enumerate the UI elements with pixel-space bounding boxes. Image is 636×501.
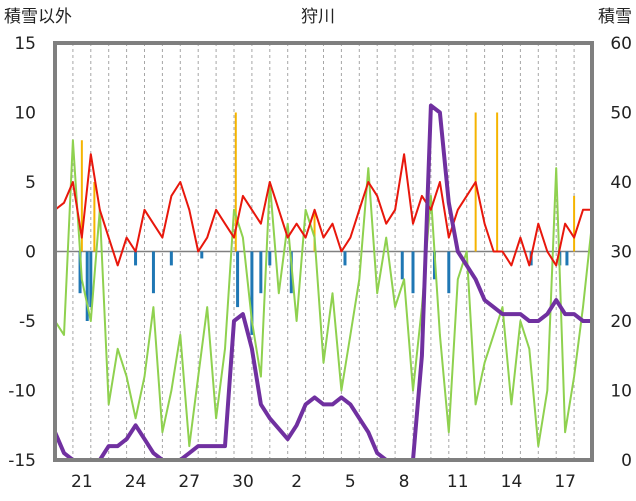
negative-bar — [200, 251, 204, 259]
left-axis-label: 積雪以外 — [4, 7, 72, 27]
negative-bar — [447, 251, 451, 294]
x-tick-label: 11 — [447, 472, 469, 492]
x-tick-label: 17 — [554, 472, 576, 492]
x-tick-label: 30 — [232, 472, 254, 492]
right-axis-label: 積雪 — [598, 7, 632, 27]
series-line-red — [54, 153, 592, 267]
negative-bar — [250, 251, 254, 335]
x-tick-label: 21 — [71, 472, 93, 492]
negative-bar — [565, 251, 569, 266]
left-tick-label: -15 — [8, 451, 36, 471]
x-tick-label: 8 — [399, 472, 410, 492]
series-line-purple — [53, 103, 592, 462]
negative-bar — [151, 251, 155, 294]
chart-title: 狩川 — [301, 7, 335, 27]
x-tick-label: 27 — [178, 472, 200, 492]
x-tick-label: 14 — [501, 472, 523, 492]
right-tick-label: 10 — [610, 382, 632, 402]
left-tick-label: -5 — [19, 312, 36, 332]
series-line-green — [54, 139, 593, 448]
left-tick-label: 5 — [25, 173, 36, 193]
negative-bar — [411, 251, 415, 294]
x-tick-label: 2 — [291, 472, 302, 492]
right-tick-label: 0 — [621, 451, 632, 471]
negative-bar — [89, 251, 93, 308]
negative-bar — [343, 251, 347, 266]
left-tick-label: 10 — [14, 104, 36, 124]
left-tick-label: -10 — [8, 382, 36, 402]
right-tick-label: 30 — [610, 243, 632, 263]
negative-bar — [169, 251, 173, 266]
line-layer — [53, 103, 593, 462]
right-tick-label: 40 — [610, 173, 632, 193]
negative-bar — [400, 251, 404, 280]
negative-bar — [85, 251, 89, 321]
x-tick-label: 5 — [345, 472, 356, 492]
negative-bar — [236, 251, 240, 308]
right-tick-label: 50 — [610, 104, 632, 124]
x-tick-label: 24 — [125, 472, 147, 492]
right-tick-label: 20 — [610, 312, 632, 332]
negative-bar — [268, 251, 272, 266]
negative-bar — [259, 251, 263, 294]
plot-frame — [53, 41, 594, 462]
right-tick-label: 60 — [610, 34, 632, 54]
left-tick-label: 0 — [25, 243, 36, 263]
left-tick-label: 15 — [14, 34, 36, 54]
negative-bar — [134, 251, 138, 266]
negative-bar — [78, 251, 82, 294]
